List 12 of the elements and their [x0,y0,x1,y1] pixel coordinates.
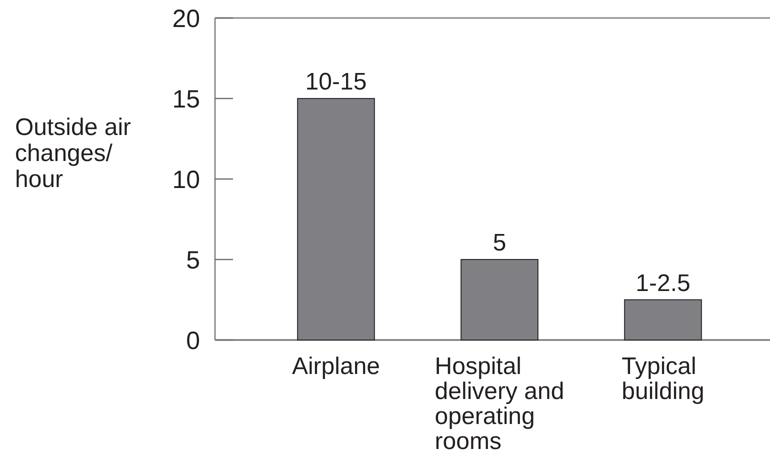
data-label: 10-15 [305,68,367,96]
data-label: 1-2.5 [636,270,690,297]
y-tick-label: 15 [172,86,200,114]
x-tick-label: Typical building [622,353,704,405]
x-tick-label: Airplane [292,353,380,380]
y-tick-label: 5 [186,246,200,274]
x-tick-label: Hospital delivery and operating rooms [434,353,564,455]
y-tick-label: 0 [186,327,200,355]
y-tick-label: 20 [172,5,200,33]
y-axis-title: Outside air changes/ hour [15,114,132,193]
data-label: 5 [492,230,506,256]
y-tick-label: 10 [172,166,200,194]
